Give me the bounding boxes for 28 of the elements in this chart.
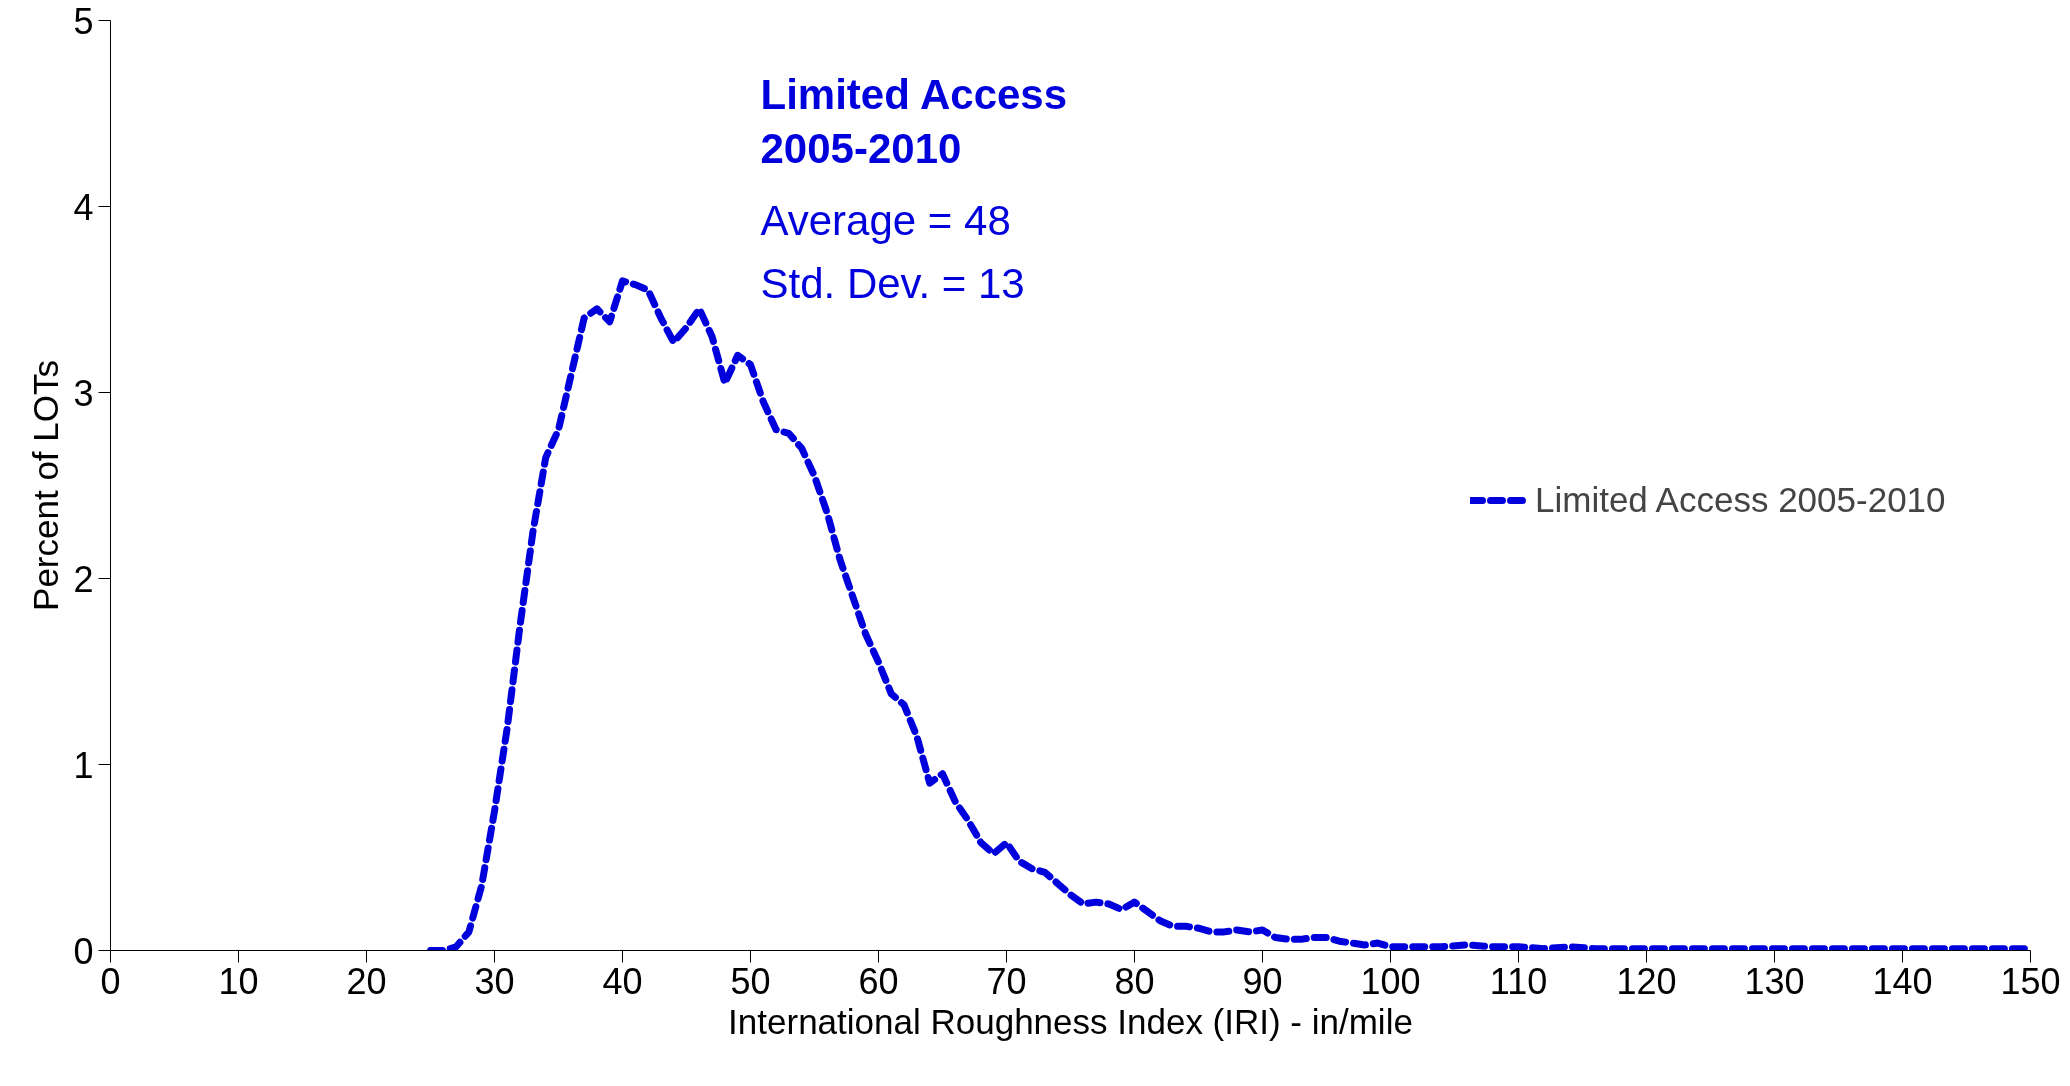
y-tick-label: 3 (73, 372, 94, 414)
annotation: Limited Access 2005-2010 (760, 70, 1068, 172)
x-tick-label: 10 (218, 960, 259, 1002)
x-tick-label: 70 (986, 960, 1027, 1002)
x-tick-label: 30 (474, 960, 515, 1002)
x-tick-label: 130 (1744, 960, 1805, 1002)
x-tick-label: 120 (1616, 960, 1677, 1002)
legend-label: Limited Access 2005-2010 (1535, 480, 1946, 520)
x-tick-label: 60 (858, 960, 899, 1002)
x-tick-label: 100 (1360, 960, 1421, 1002)
y-axis-title: Percent of LOTs (26, 360, 66, 611)
x-tick-label: 110 (1489, 960, 1548, 1002)
y-tick-label: 4 (73, 186, 94, 228)
x-tick-label: 20 (346, 960, 387, 1002)
x-tick-label: 140 (1872, 960, 1933, 1002)
x-tick-label: 150 (2000, 960, 2061, 1002)
x-tick-label: 90 (1242, 960, 1283, 1002)
annotation: Std. Dev. = 13 (760, 259, 1025, 307)
y-tick-label: 0 (73, 930, 94, 972)
x-axis-title: International Roughness Index (IRI) - in/mile (728, 1001, 1413, 1041)
y-tick-label: 5 (73, 0, 94, 42)
x-tick-label: 0 (100, 960, 121, 1002)
x-tick-label: 80 (1114, 960, 1155, 1002)
x-tick-label: 50 (730, 960, 771, 1002)
y-tick-label: 2 (73, 558, 94, 600)
annotation: Average = 48 (760, 196, 1011, 244)
y-tick-label: 1 (73, 744, 94, 786)
x-tick-label: 40 (602, 960, 643, 1002)
